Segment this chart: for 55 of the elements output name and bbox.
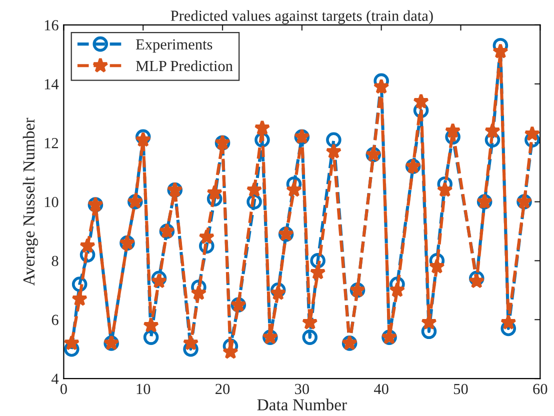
point — [254, 120, 270, 136]
point — [310, 264, 326, 280]
point — [246, 182, 262, 197]
point — [373, 78, 390, 94]
point — [524, 126, 540, 141]
point — [484, 122, 500, 138]
point — [500, 314, 516, 330]
point — [492, 43, 508, 58]
point — [286, 182, 302, 197]
point — [420, 314, 437, 330]
point — [206, 191, 222, 206]
point — [428, 258, 445, 274]
point — [389, 282, 406, 298]
point — [64, 334, 80, 350]
point — [436, 182, 453, 197]
point — [206, 184, 223, 200]
point — [199, 238, 214, 254]
point — [246, 194, 262, 210]
x-axis-title: Data Number — [257, 398, 347, 410]
x-tick-label: 60 — [533, 384, 548, 394]
x-tick-label: 40 — [374, 384, 388, 394]
y-axis-title: Average Nusselt Number — [22, 118, 38, 286]
point — [310, 253, 326, 268]
point — [143, 330, 159, 345]
point — [182, 334, 199, 350]
point — [80, 238, 96, 253]
legend-label: MLP Prediction — [136, 60, 233, 72]
point — [222, 344, 238, 360]
y-tick-label: 10 — [44, 196, 58, 208]
point — [413, 93, 430, 109]
point — [72, 290, 88, 306]
y-tick-label: 16 — [44, 20, 58, 30]
point — [444, 122, 461, 138]
y-tick-label: 14 — [44, 79, 59, 90]
point — [302, 330, 318, 345]
point — [326, 132, 342, 148]
point — [326, 143, 342, 159]
point — [190, 284, 207, 300]
legend-label: Experiments — [136, 39, 212, 53]
x-tick-label: 20 — [216, 384, 230, 394]
point — [198, 228, 215, 244]
point — [484, 132, 500, 148]
y-tick-label: 6 — [52, 314, 58, 326]
point — [421, 324, 437, 340]
x-tick-label: 10 — [136, 384, 150, 394]
x-tick-label: 0 — [60, 384, 67, 394]
y-tick-label: 12 — [44, 138, 58, 148]
chart-title: Predicted values against targets (train data) — [170, 10, 433, 24]
point — [302, 314, 318, 330]
x-tick-label: 50 — [454, 384, 468, 394]
y-tick-label: 8 — [52, 256, 58, 266]
point — [80, 247, 96, 262]
y-tick-label: 4 — [52, 374, 59, 384]
point — [143, 317, 160, 333]
x-tick-label: 30 — [295, 384, 309, 394]
